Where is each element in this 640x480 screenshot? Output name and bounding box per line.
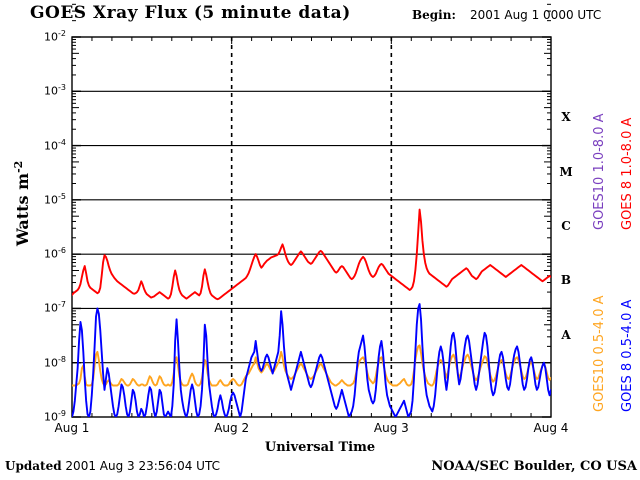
begin-value: 2001 Aug 1 0000 UTC (470, 8, 602, 22)
x-axis-title: Universal Time (264, 440, 376, 455)
y-tick-label: 10-2 (44, 29, 66, 44)
legend-entry-goes10-0-5-4-0-a: GOES10 0.5-4.0 A (592, 295, 607, 412)
y-tick-label: 10-7 (44, 300, 66, 316)
trace-goes-8-1-0-8-0-a (72, 208, 551, 301)
updated-label: Updated (5, 459, 62, 473)
updated-footer: Updated 2001 Aug 3 23:56:04 UTC (5, 459, 220, 473)
flare-class-label-a: A (561, 327, 571, 342)
flare-class-label-b: B (560, 273, 572, 288)
y-tick-label: 10-4 (44, 137, 66, 153)
updated-value: 2001 Aug 3 23:56:04 UTC (65, 459, 220, 473)
legend-entry-goes-8-0-5-4-0-a: GOES 8 0.5-4.0 A (620, 299, 635, 412)
source-footer: NOAA/SEC Boulder, CO USA (431, 459, 637, 474)
x-tick-label: Aug 1 (54, 421, 90, 435)
flare-class-label-m: M (559, 164, 573, 179)
x-tick-label: Aug 3 (373, 421, 409, 435)
trace-goes10-0-5-4-0-a (72, 344, 551, 387)
trace-goes-8-0-5-4-0-a (72, 303, 551, 417)
plot-frame (71, 36, 552, 418)
x-tick-label: Aug 2 (214, 421, 250, 435)
y-tick-label: 10-6 (44, 246, 66, 261)
flare-class-label-c: C (561, 219, 571, 233)
page-title: GOES Xray Flux (5 minute data) (30, 3, 351, 23)
y-tick-label: 10-3 (44, 83, 66, 98)
y-tick-label: 10-5 (44, 191, 66, 207)
legend-entry-goes-8-1-0-8-0-a: GOES 8 1.0-8.0 A (620, 117, 635, 230)
x-tick-label: Aug 4 (533, 421, 569, 435)
flare-class-label-x: X (561, 110, 571, 125)
legend-entry-goes10-1-0-8-0-a: GOES10 1.0-8.0 A (592, 113, 607, 230)
y-tick-label: 10-9 (44, 409, 66, 424)
begin-label: Begin: (412, 8, 456, 22)
y-tick-label: 10-8 (44, 354, 66, 370)
